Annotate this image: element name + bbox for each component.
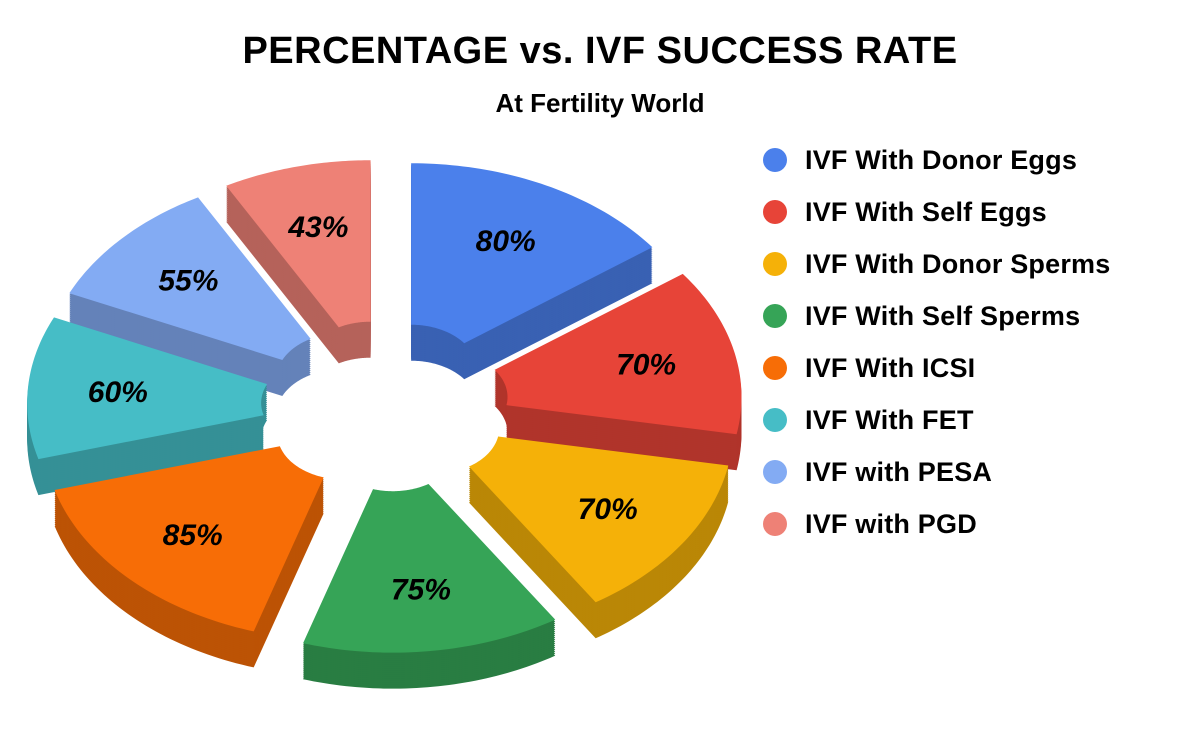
legend-swatch-icon xyxy=(763,304,787,328)
legend-label: IVF with PGD xyxy=(805,508,977,539)
legend-label: IVF With Self Eggs xyxy=(805,196,1047,227)
pie-slice-ivf-with-self-sperms xyxy=(303,483,556,689)
legend-item-ivf-with-self-sperms: IVF With Self Sperms xyxy=(763,301,1110,331)
legend-item-ivf-with-icsi: IVF With ICSI xyxy=(763,353,1110,383)
legend-swatch-icon xyxy=(763,200,787,224)
pie-slice-label: 70% xyxy=(578,493,638,526)
pie-slice-ivf-with-pesa xyxy=(69,197,311,396)
legend-swatch-icon xyxy=(763,512,787,536)
pie-slice-ivf-with-self-eggs xyxy=(494,273,742,471)
pie-slice-label: 75% xyxy=(391,573,451,606)
pie-slice-top xyxy=(411,163,653,344)
pie-slice-label: 43% xyxy=(287,211,348,244)
pie-slice-top xyxy=(494,273,742,435)
legend-swatch-icon xyxy=(763,408,787,432)
pie-slice-label: 80% xyxy=(476,225,536,258)
pie-slice-ivf-with-donor-sperms xyxy=(468,436,729,639)
pie-slice-top xyxy=(69,197,311,360)
chart-legend: IVF With Donor Eggs IVF With Self Eggs I… xyxy=(763,145,1110,564)
pie-slice-label: 55% xyxy=(158,264,218,297)
pie-slice-label: 60% xyxy=(88,376,148,409)
legend-swatch-icon xyxy=(763,460,787,484)
legend-item-ivf-with-pesa: IVF with PESA xyxy=(763,457,1110,487)
chart-title: PERCENTAGE vs. IVF SUCCESS RATE xyxy=(242,30,958,72)
legend-item-ivf-with-pgd: IVF with PGD xyxy=(763,509,1110,539)
legend-label: IVF with PESA xyxy=(805,456,993,487)
legend-item-ivf-with-fet: IVF With FET xyxy=(763,405,1110,435)
chart-subtitle: At Fertility World xyxy=(495,88,705,118)
pie-slice-ivf-with-icsi xyxy=(54,446,324,668)
legend-item-ivf-with-donor-eggs: IVF With Donor Eggs xyxy=(763,145,1110,175)
pie-slice-top xyxy=(54,446,324,632)
legend-swatch-icon xyxy=(763,356,787,380)
legend-label: IVF With FET xyxy=(805,404,974,435)
legend-label: IVF With Self Sperms xyxy=(805,300,1081,331)
legend-item-ivf-with-self-eggs: IVF With Self Eggs xyxy=(763,197,1110,227)
pie-slice-ivf-with-donor-eggs xyxy=(411,163,653,380)
legend-label: IVF With Donor Eggs xyxy=(805,144,1078,175)
legend-swatch-icon xyxy=(763,148,787,172)
legend-label: IVF With Donor Sperms xyxy=(805,248,1111,279)
pie-slice-top xyxy=(303,483,556,653)
pie-slice-ivf-with-pgd xyxy=(226,160,371,364)
legend-item-ivf-with-donor-sperms: IVF With Donor Sperms xyxy=(763,249,1110,279)
legend-swatch-icon xyxy=(763,252,787,276)
pie-slice-label: 70% xyxy=(616,348,676,381)
pie-slice-top xyxy=(468,436,729,603)
chart-header: PERCENTAGE vs. IVF SUCCESS RATE At Ferti… xyxy=(0,0,1200,119)
pie-slice-top xyxy=(27,317,268,460)
pie-slice-label: 85% xyxy=(163,519,223,552)
pie-slice-top xyxy=(226,160,371,328)
pie-slice-ivf-with-fet xyxy=(27,317,268,496)
legend-label: IVF With ICSI xyxy=(805,352,976,383)
